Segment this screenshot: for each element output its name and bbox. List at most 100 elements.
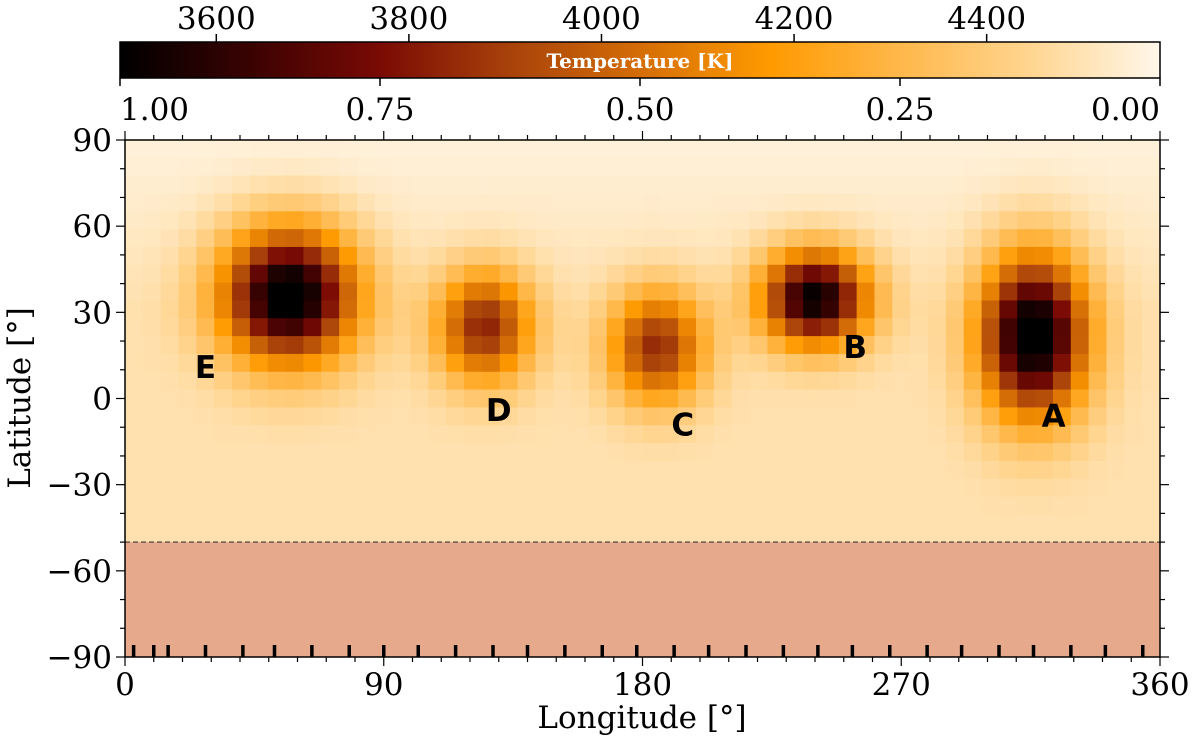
heatmap-cell [856, 229, 876, 248]
heatmap-cell [642, 157, 661, 177]
heatmap-cell [731, 318, 751, 337]
heatmap-cell [142, 460, 162, 480]
heatmap-cell [285, 353, 305, 373]
heatmap-cell [356, 193, 376, 212]
heatmap-cell [910, 157, 929, 177]
y-tick-label: −90 [47, 640, 112, 676]
heatmap-cell [749, 514, 769, 533]
heatmap-cell [1142, 300, 1160, 319]
heatmap-cell [285, 478, 305, 498]
spot-label-A: A [1042, 399, 1066, 435]
heatmap-cell [374, 425, 394, 444]
heatmap-cell [232, 140, 251, 159]
heatmap-cell [499, 389, 519, 409]
heatmap-cell [945, 318, 965, 337]
heatmap-cell [981, 175, 1000, 195]
heatmap-cell [249, 496, 269, 515]
heatmap-cell [767, 353, 786, 373]
heatmap-cell [356, 300, 376, 319]
heatmap-cell [928, 229, 947, 248]
heatmap-cell [356, 514, 376, 533]
heatmap-cell [356, 140, 376, 159]
heatmap-cell [571, 496, 590, 515]
heatmap-cell [981, 514, 1000, 533]
heatmap-cell [892, 407, 911, 426]
y-tick-label: 90 [73, 123, 112, 159]
heatmap-cell [535, 389, 554, 409]
heatmap-cell [892, 193, 911, 212]
heatmap-cell [624, 193, 644, 212]
heatmap-cell [928, 496, 947, 515]
heatmap-cell [945, 443, 965, 462]
heatmap-cell [1035, 318, 1054, 337]
heatmap-cell [321, 211, 340, 230]
heatmap-cell [999, 407, 1018, 426]
heatmap-cell [892, 157, 911, 177]
heatmap-cell [1124, 318, 1143, 337]
heatmap-cell [678, 282, 697, 302]
heatmap-cell [1070, 460, 1090, 480]
heatmap-cell [356, 157, 376, 177]
heatmap-cell [160, 407, 180, 426]
heatmap-cell [606, 443, 626, 462]
heatmap-cell [499, 425, 519, 444]
heatmap-cell [160, 425, 180, 444]
heatmap-cell [410, 407, 429, 426]
heatmap-cell [535, 460, 554, 480]
heatmap-cell [481, 229, 501, 248]
heatmap-cell [249, 140, 269, 159]
heatmap-cell [1052, 282, 1072, 302]
heatmap-cell [339, 318, 358, 337]
heatmap-cell [232, 318, 251, 337]
heatmap-cell [642, 229, 661, 248]
heatmap-cell [606, 246, 626, 266]
heatmap-cell [660, 318, 679, 337]
heatmap-cell [356, 460, 376, 480]
heatmap-cell [196, 371, 215, 391]
heatmap-cell [678, 140, 697, 159]
heatmap-cell [963, 514, 983, 533]
heatmap-cell [892, 478, 911, 498]
heatmap-cell [499, 282, 519, 302]
heatmap-cell [571, 460, 590, 480]
heatmap-cell [232, 443, 251, 462]
heatmap-cell [642, 371, 661, 391]
heatmap-cell [606, 318, 626, 337]
heatmap-cell [356, 443, 376, 462]
heatmap-cell [446, 496, 465, 515]
heatmap-cell [785, 300, 804, 319]
colorbar-top-tick-label: 3600 [177, 1, 256, 37]
heatmap-cell [249, 353, 269, 373]
heatmap-cell [1088, 175, 1108, 195]
heatmap-cell [285, 229, 305, 248]
colorbar-bottom-tick-label: 0.50 [605, 92, 674, 128]
heatmap-cell [731, 300, 751, 319]
heatmap-cell [945, 425, 965, 444]
heatmap-cell [1035, 246, 1054, 266]
heatmap-cell [606, 140, 626, 159]
heatmap-cell [713, 514, 733, 533]
heatmap-cell [1124, 425, 1143, 444]
heatmap-cell [696, 460, 715, 480]
heatmap-cell [1070, 211, 1090, 230]
heatmap-cell [481, 407, 501, 426]
heatmap-cell [999, 300, 1018, 319]
heatmap-cell [624, 460, 644, 480]
heatmap-cell [1070, 157, 1090, 177]
heatmap-cell [321, 193, 340, 212]
heatmap-cell [142, 282, 162, 302]
heatmap-cell [535, 264, 554, 284]
heatmap-cell [999, 371, 1018, 391]
heatmap-cell [892, 336, 911, 355]
heatmap-cell [606, 300, 626, 319]
heatmap-cell [374, 353, 394, 373]
heatmap-cell [214, 175, 233, 195]
heatmap-cell [856, 175, 876, 195]
heatmap-cell [606, 478, 626, 498]
heatmap-cell [963, 443, 983, 462]
heatmap-cell [535, 300, 554, 319]
heatmap-cell [446, 282, 465, 302]
heatmap-cell [1052, 425, 1072, 444]
heatmap-cell [624, 157, 644, 177]
heatmap-cell [178, 229, 197, 248]
